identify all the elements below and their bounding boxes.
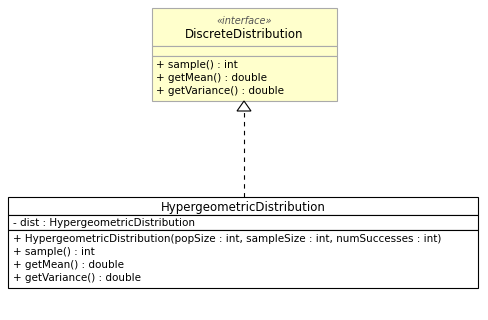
Text: + getMean() : double: + getMean() : double — [157, 73, 267, 83]
Text: «interface»: «interface» — [216, 16, 272, 26]
Text: + getVariance() : double: + getVariance() : double — [157, 86, 285, 96]
Polygon shape — [237, 101, 251, 111]
Text: + getVariance() : double: + getVariance() : double — [13, 273, 141, 283]
Bar — [151, 46, 337, 56]
Text: - dist : HypergeometricDistribution: - dist : HypergeometricDistribution — [13, 218, 195, 228]
Text: DiscreteDistribution: DiscreteDistribution — [185, 28, 303, 41]
Text: HypergeometricDistribution: HypergeometricDistribution — [161, 201, 325, 214]
Text: + sample() : int: + sample() : int — [13, 247, 95, 257]
Bar — [151, 8, 337, 46]
Text: + getMean() : double: + getMean() : double — [13, 260, 124, 270]
Bar — [8, 230, 478, 288]
Text: + sample() : int: + sample() : int — [157, 60, 238, 70]
Text: + HypergeometricDistribution(popSize : int, sampleSize : int, numSuccesses : int: + HypergeometricDistribution(popSize : i… — [13, 234, 441, 244]
Bar — [8, 197, 478, 215]
Bar — [151, 56, 337, 101]
Bar — [8, 215, 478, 230]
